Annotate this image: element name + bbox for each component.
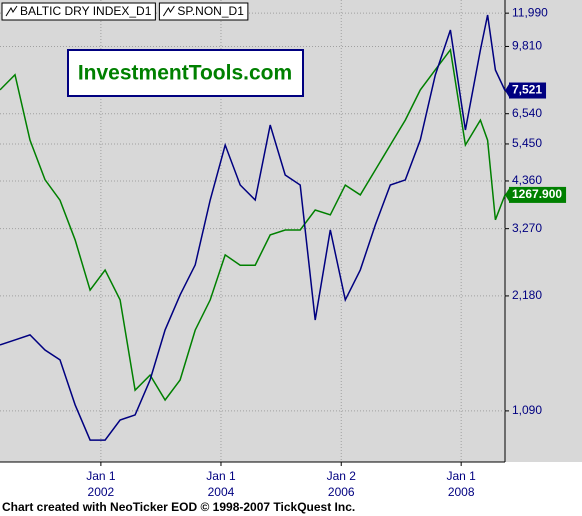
y-tick-label: 9,810 [512, 39, 542, 53]
y-tick-label: 4,360 [512, 173, 542, 187]
x-tick-year: 2008 [448, 485, 475, 499]
last-value-label: 1267.900 [512, 187, 562, 201]
y-tick-label: 2,180 [512, 288, 542, 302]
last-value-pointer [505, 186, 510, 203]
x-tick-year: 2002 [88, 485, 115, 499]
series-line [0, 14, 506, 441]
footer: Chart created with NeoTicker EOD © 1998-… [2, 500, 355, 514]
legend-icon [5, 5, 18, 17]
legend-label: SP.NON_D1 [177, 4, 244, 18]
y-tick-label: 3,270 [512, 221, 542, 235]
last-value-box [509, 82, 547, 99]
watermark: InvestmentTools.com [78, 62, 292, 85]
x-tick-label: Jan 2 [327, 469, 357, 483]
legend-label: BALTIC DRY INDEX_D1 [20, 4, 152, 18]
last-value-pointer [505, 82, 510, 99]
legend-entry: SP.NON_D1 [158, 2, 249, 21]
legend-box [158, 2, 249, 21]
y-tick-label: 11,990 [512, 5, 548, 19]
x-tick-label: Jan 1 [86, 469, 116, 483]
last-value-label: 7,521 [512, 83, 542, 97]
last-value-box [509, 186, 567, 203]
y-tick-label: 6,540 [512, 106, 542, 120]
y-axis-panel [505, 0, 582, 462]
x-tick-label: Jan 1 [446, 469, 476, 483]
legend-icon [162, 5, 175, 17]
watermark-box [67, 49, 304, 97]
last-value-tag: 7,521 [505, 82, 547, 99]
y-tick-label: 1,090 [512, 403, 542, 417]
x-tick-label: Jan 1 [206, 469, 236, 483]
lines [0, 14, 506, 441]
x-tick-year: 2006 [328, 485, 355, 499]
y-tick-label: 5,450 [512, 136, 542, 150]
grid [0, 0, 505, 462]
last-value-tag: 1267.900 [505, 186, 567, 203]
x-tick-year: 2004 [208, 485, 235, 499]
legend-entry: BALTIC DRY INDEX_D1 [1, 2, 156, 21]
legend-box [1, 2, 156, 21]
